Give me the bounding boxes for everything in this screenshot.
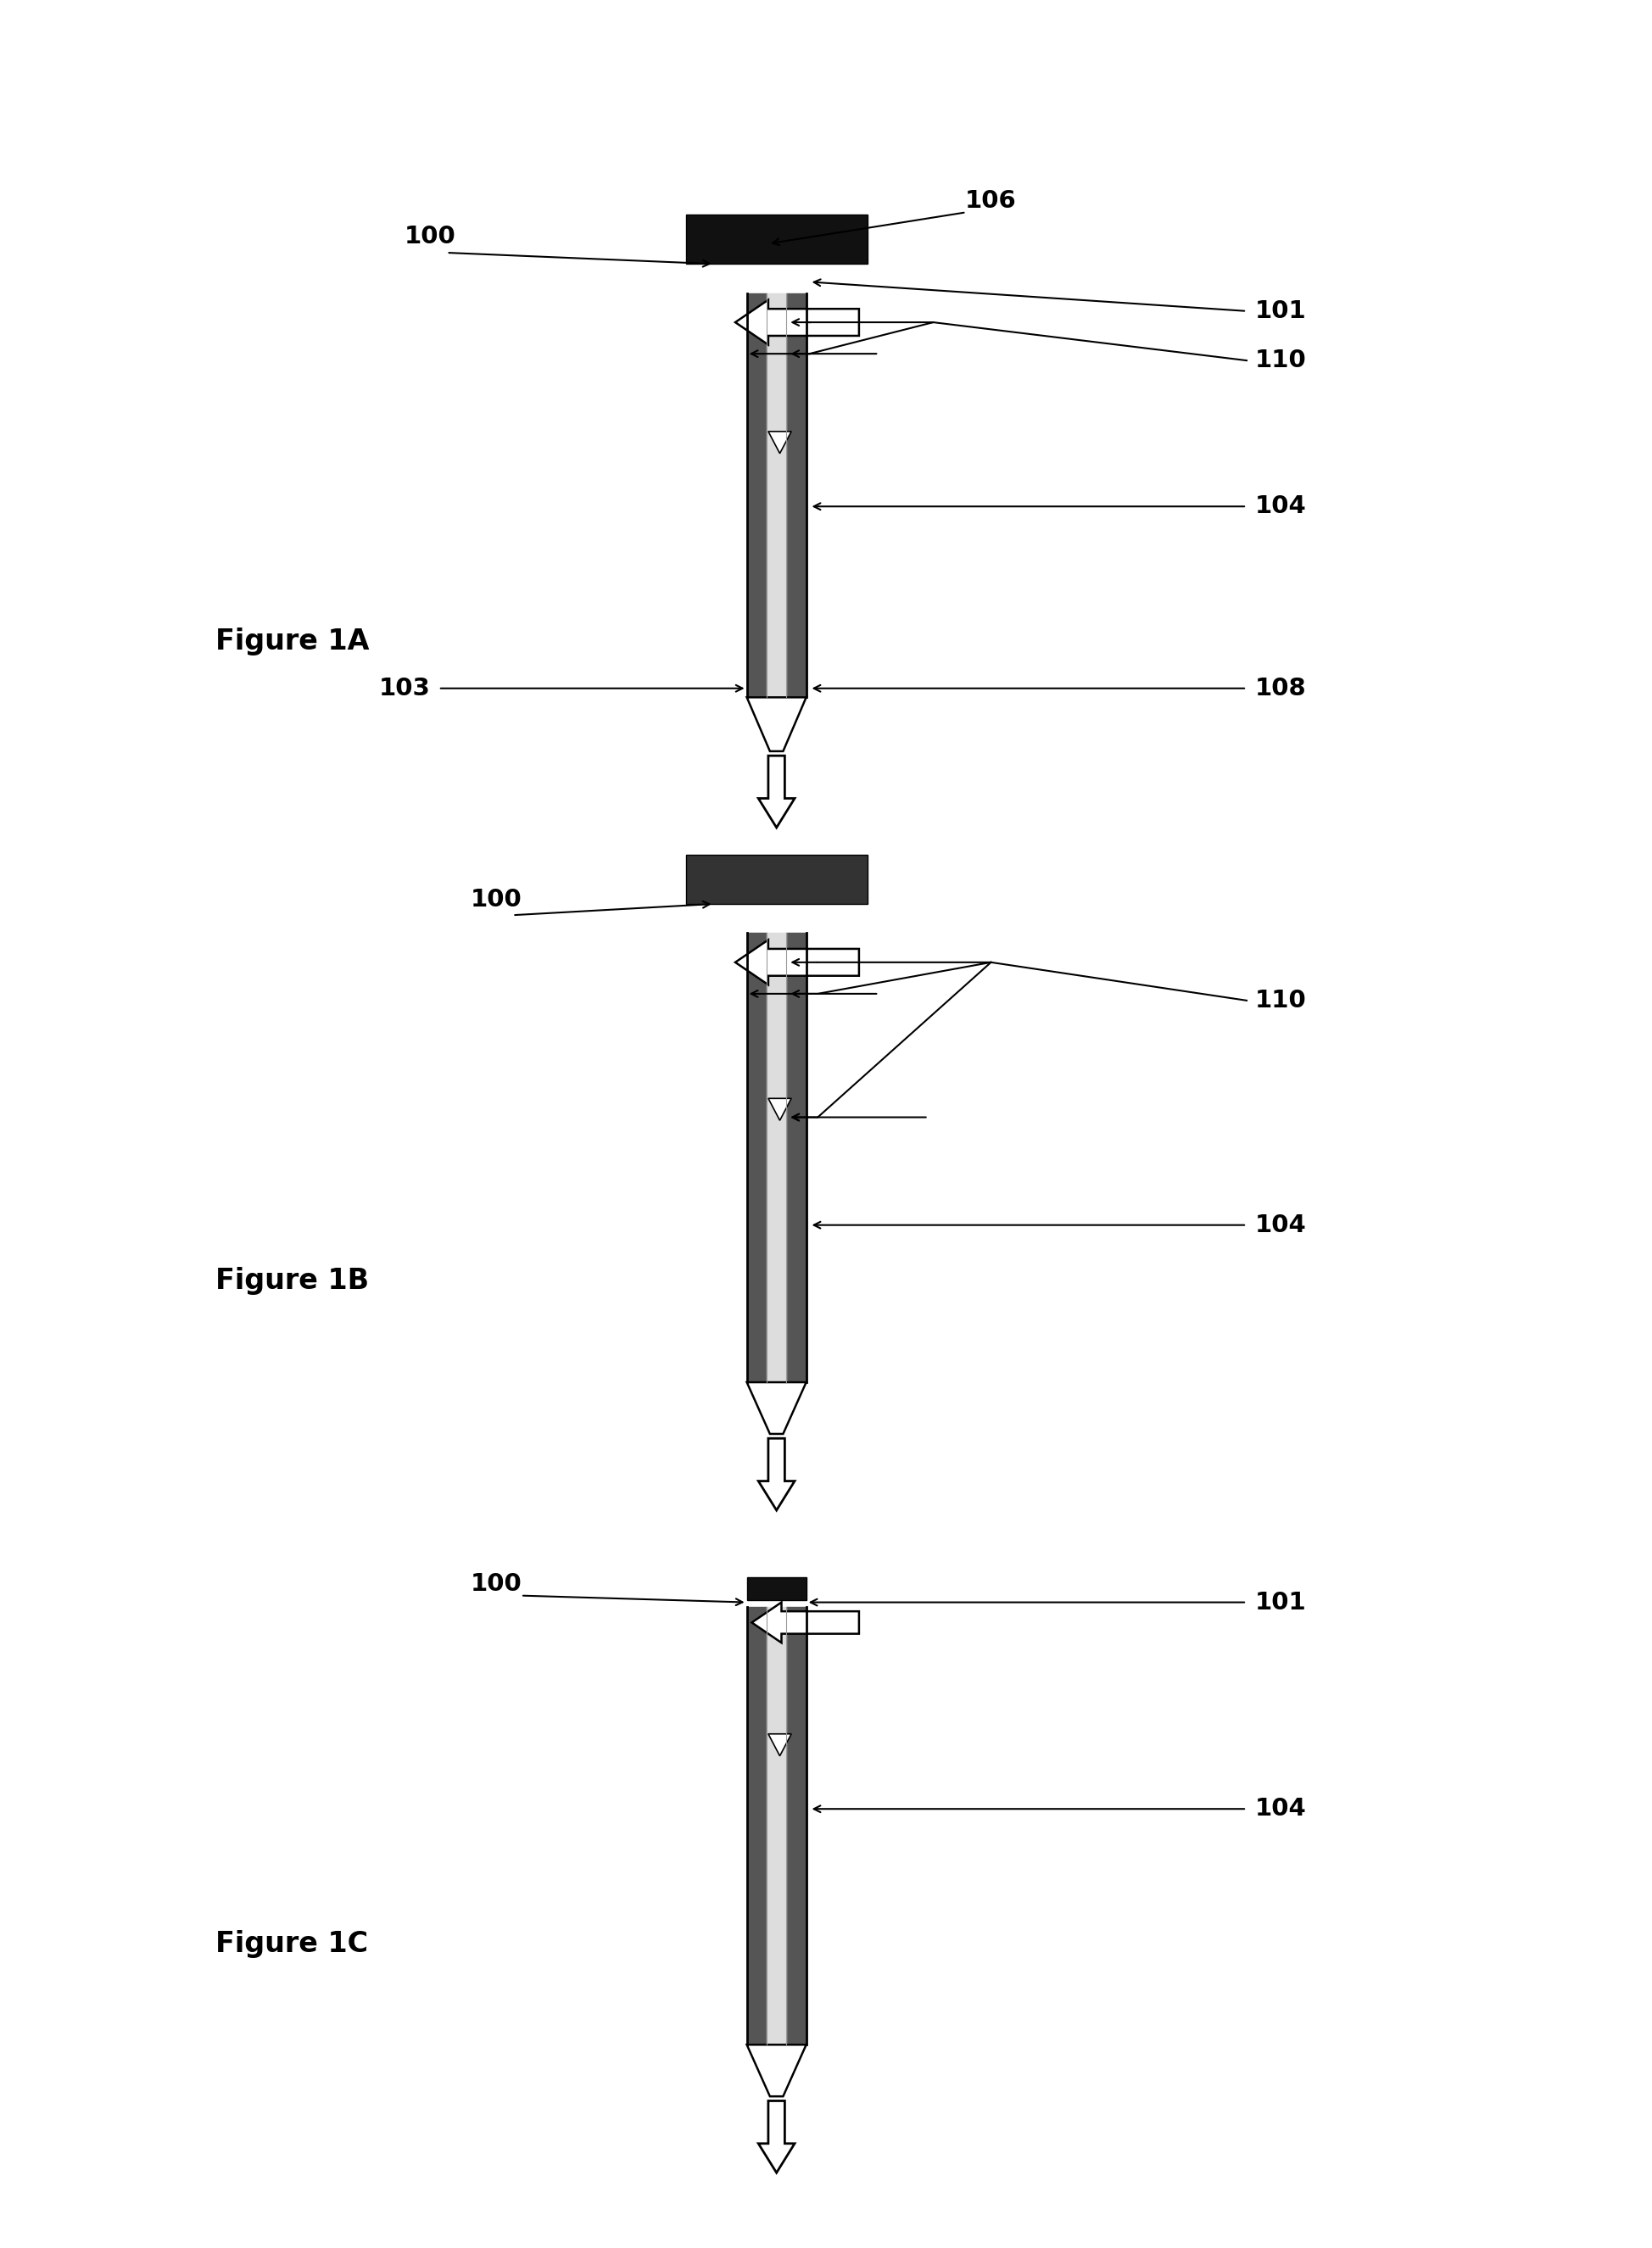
Polygon shape (747, 1383, 806, 1434)
Text: 110: 110 (1256, 989, 1307, 1012)
Text: 101: 101 (1256, 299, 1307, 324)
Text: 101: 101 (1256, 1589, 1307, 1614)
Polygon shape (768, 1099, 791, 1120)
Polygon shape (758, 755, 795, 827)
Text: 103: 103 (378, 677, 430, 699)
Bar (747, 1578, 806, 1601)
Polygon shape (747, 2046, 806, 2097)
Text: 106: 106 (965, 189, 1016, 214)
Polygon shape (752, 1603, 859, 1643)
Text: Figure 1A: Figure 1A (216, 627, 370, 654)
Text: 100: 100 (471, 1574, 522, 1596)
Polygon shape (758, 2102, 795, 2174)
Polygon shape (768, 1733, 791, 1756)
Bar (686, 854, 867, 904)
Text: 104: 104 (1256, 1214, 1307, 1236)
Text: 110: 110 (1256, 348, 1307, 373)
Text: 104: 104 (1256, 495, 1307, 519)
Polygon shape (758, 1439, 795, 1511)
Polygon shape (747, 697, 806, 751)
Text: Figure 1B: Figure 1B (216, 1268, 370, 1295)
Polygon shape (735, 299, 859, 344)
Text: 100: 100 (471, 888, 522, 910)
Polygon shape (735, 940, 859, 985)
Bar (686, 214, 867, 263)
Polygon shape (768, 432, 791, 454)
Text: 100: 100 (405, 225, 456, 250)
Text: 104: 104 (1256, 1796, 1307, 1821)
Text: 108: 108 (1256, 677, 1307, 699)
Text: Figure 1C: Figure 1C (216, 1929, 368, 1958)
